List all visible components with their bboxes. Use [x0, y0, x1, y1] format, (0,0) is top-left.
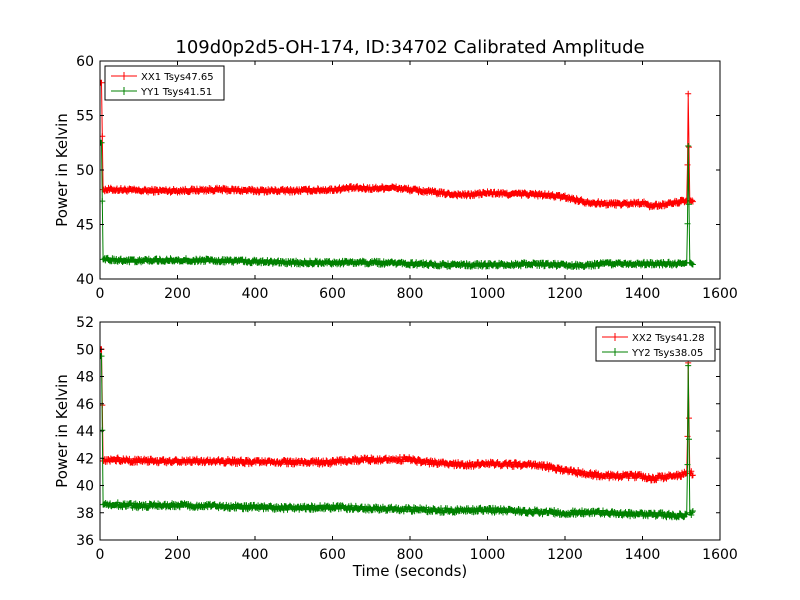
x-axis-label: Time (seconds)	[352, 562, 468, 580]
legend: XX1 Tsys47.65 YY1 Tsys41.51	[104, 65, 225, 101]
series-markers	[100, 79, 696, 211]
x-tick-label: 800	[397, 547, 424, 563]
legend-swatch	[111, 87, 137, 95]
legend-entry: YY2 Tsys38.05	[631, 348, 703, 359]
legend-swatch	[111, 72, 137, 80]
x-tick-label: 800	[397, 286, 424, 302]
series-xx-1	[100, 79, 696, 211]
figure-title: 109d0p2d5-OH-174, ID:34702 Calibrated Am…	[175, 37, 644, 58]
x-tick-label: 1000	[470, 547, 506, 563]
y-tick-label: 42	[76, 451, 94, 467]
legend-entry: XX1 Tsys47.65	[141, 72, 214, 83]
legend-entry: YY1 Tsys41.51	[140, 87, 212, 98]
x-tick-label: 1000	[470, 286, 506, 302]
legend-entry: XX2 Tsys41.28	[632, 333, 705, 344]
legend-swatch	[602, 348, 628, 356]
x-tick-label: 1600	[702, 286, 738, 302]
y-tick-label: 60	[76, 54, 94, 70]
x-tick-label: 400	[242, 286, 269, 302]
x-tick-label: 1200	[547, 286, 583, 302]
x-tick-label: 600	[319, 286, 346, 302]
x-tick-label: 1600	[702, 547, 738, 563]
y-tick-label: 55	[76, 109, 94, 125]
x-tick-label: 200	[164, 547, 191, 563]
y-tick-label: 46	[76, 397, 94, 413]
y-axis-label: Power in Kelvin	[53, 374, 71, 488]
x-tick-label: 200	[164, 286, 191, 302]
y-tick-label: 40	[76, 272, 94, 288]
series-yy-2	[100, 353, 696, 521]
y-tick-label: 40	[76, 479, 94, 495]
series-xx-2	[100, 346, 696, 484]
series-line	[100, 355, 694, 519]
y-tick-label: 45	[76, 218, 94, 234]
x-tick-label: 400	[242, 547, 269, 563]
legend-swatch	[602, 333, 628, 341]
y-tick-label: 38	[76, 506, 94, 522]
series-yy-1	[100, 139, 696, 270]
series-markers	[100, 353, 696, 521]
x-tick-label: 600	[319, 547, 346, 563]
y-tick-label: 44	[76, 424, 94, 440]
legend: XX2 Tsys41.28 YY2 Tsys38.05	[595, 326, 716, 362]
y-tick-label: 48	[76, 370, 94, 386]
y-tick-label: 50	[76, 163, 94, 179]
y-tick-label: 52	[76, 315, 94, 331]
y-axis-label: Power in Kelvin	[53, 113, 71, 227]
bottom-panel: 0 200 400 600 800 1000 1200 1400 1600 36 38 40 42 44 4…	[53, 315, 738, 580]
y-tick-label: 36	[76, 533, 94, 549]
x-tick-label: 1200	[547, 547, 583, 563]
x-tick-label: 1400	[625, 286, 661, 302]
series-markers	[100, 139, 696, 270]
x-tick-label: 1400	[625, 547, 661, 563]
y-tick-label: 50	[76, 342, 94, 358]
top-panel: 0 200 400 600 800 1000 1200 1400 1600 40 45 50 55 60 P…	[53, 54, 738, 302]
x-tick-label: 0	[96, 547, 105, 563]
series-markers	[100, 346, 696, 484]
x-tick-label: 0	[96, 286, 105, 302]
